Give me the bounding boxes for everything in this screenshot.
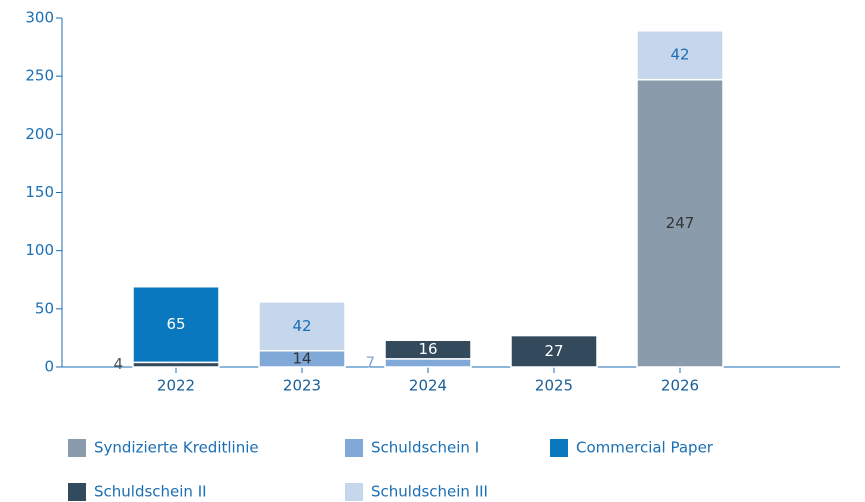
bar-segment (636, 30, 724, 81)
data-label: 27 (544, 342, 563, 360)
legend-label: Syndizierte Kreditlinie (94, 439, 259, 457)
legend-swatch (345, 439, 363, 457)
bar-segment (132, 285, 220, 364)
y-tick-label: 250 (25, 67, 54, 85)
x-tick-label: 2023 (283, 377, 321, 395)
bar-segment (384, 358, 472, 368)
x-tick-label: 2022 (157, 377, 195, 395)
legend-swatch (550, 439, 568, 457)
y-tick-label: 200 (25, 125, 54, 143)
bar-segment (510, 334, 598, 368)
bar-segment (636, 78, 724, 368)
x-tick-label: 2026 (661, 377, 699, 395)
y-tick-label: 0 (44, 358, 54, 376)
legend-label: Commercial Paper (576, 439, 714, 457)
y-tick-label: 100 (25, 241, 54, 259)
data-label: 16 (418, 340, 437, 358)
data-label: 65 (166, 315, 185, 333)
legend-swatch (68, 483, 86, 501)
data-label: 4 (113, 355, 123, 373)
data-label: 42 (292, 317, 311, 335)
legend-label: Schuldschein II (94, 483, 207, 501)
legend-swatch (345, 483, 363, 501)
y-tick-label: 50 (35, 299, 54, 317)
bar-segment (384, 339, 472, 360)
legend-label: Schuldschein III (371, 483, 488, 501)
data-label: 14 (292, 349, 311, 367)
data-label: 7 (365, 353, 375, 371)
y-tick-label: 150 (25, 183, 54, 201)
y-tick-label: 300 (25, 9, 54, 27)
legend-swatch (68, 439, 86, 457)
x-tick-label: 2024 (409, 377, 447, 395)
data-label: 247 (666, 214, 695, 232)
data-label: 42 (670, 46, 689, 64)
legend-label: Schuldschein I (371, 439, 479, 457)
x-tick-label: 2025 (535, 377, 573, 395)
bar-segment (258, 301, 346, 352)
